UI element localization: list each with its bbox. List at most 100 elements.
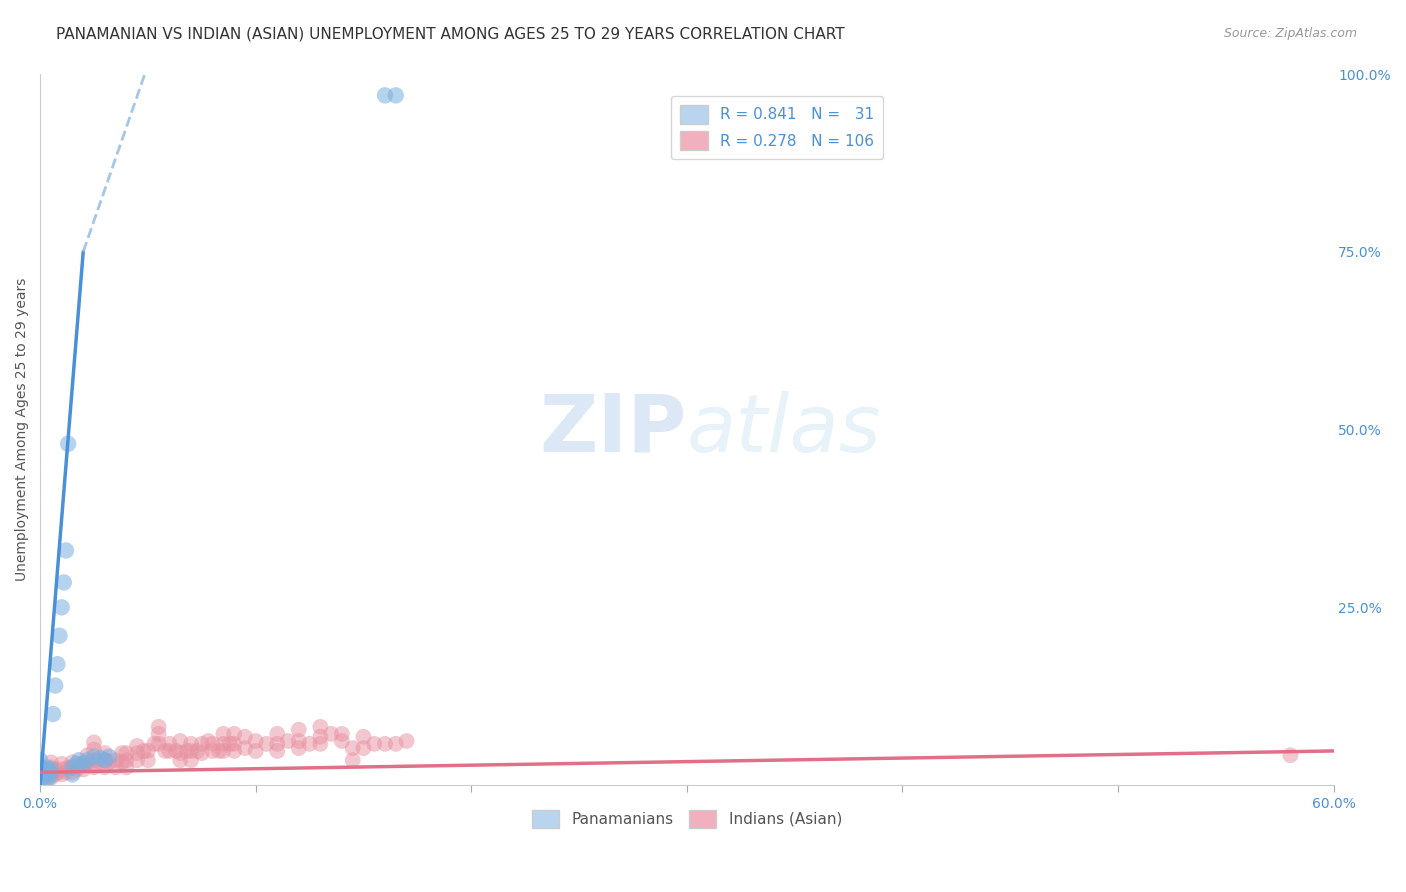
- Point: [136, 753, 159, 767]
- Point: [79, 758, 101, 772]
- Point: [30, 764, 52, 778]
- Point: [186, 744, 208, 758]
- Point: [94, 760, 117, 774]
- Point: [385, 737, 408, 751]
- Point: [395, 734, 418, 748]
- Point: [94, 753, 117, 767]
- Point: [159, 737, 181, 751]
- Point: [34, 770, 56, 784]
- Point: [39, 760, 62, 774]
- Point: [127, 746, 149, 760]
- Point: [143, 737, 166, 751]
- Point: [245, 734, 267, 748]
- Point: [288, 734, 311, 748]
- Point: [115, 753, 138, 767]
- Point: [39, 756, 62, 770]
- Point: [83, 742, 105, 756]
- Point: [34, 774, 56, 789]
- Point: [98, 749, 121, 764]
- Point: [104, 760, 127, 774]
- Point: [62, 760, 84, 774]
- Point: [56, 760, 79, 774]
- Point: [44, 763, 66, 777]
- Y-axis label: Unemployment Among Ages 25 to 29 years: Unemployment Among Ages 25 to 29 years: [15, 278, 30, 582]
- Point: [266, 744, 288, 758]
- Point: [197, 734, 219, 748]
- Point: [330, 727, 353, 741]
- Point: [55, 543, 77, 558]
- Point: [89, 751, 111, 765]
- Point: [83, 760, 105, 774]
- Text: atlas: atlas: [686, 391, 882, 468]
- Point: [127, 753, 149, 767]
- Point: [245, 744, 267, 758]
- Point: [52, 575, 75, 590]
- Point: [169, 753, 191, 767]
- Point: [208, 744, 231, 758]
- Point: [44, 679, 66, 693]
- Point: [277, 734, 299, 748]
- Point: [180, 744, 202, 758]
- Point: [132, 744, 155, 758]
- Point: [30, 760, 52, 774]
- Point: [298, 737, 321, 751]
- Point: [191, 746, 214, 760]
- Point: [62, 760, 84, 774]
- Point: [39, 765, 62, 780]
- Point: [266, 737, 288, 751]
- Point: [127, 739, 149, 753]
- Point: [342, 753, 364, 767]
- Point: [89, 756, 111, 770]
- Point: [72, 756, 94, 771]
- Point: [353, 730, 375, 744]
- Point: [153, 744, 176, 758]
- Point: [148, 727, 170, 741]
- Point: [374, 737, 396, 751]
- Point: [51, 767, 73, 781]
- Point: [76, 748, 98, 763]
- Point: [51, 600, 73, 615]
- Point: [385, 88, 408, 103]
- Point: [233, 730, 256, 744]
- Point: [201, 737, 224, 751]
- Point: [309, 730, 332, 744]
- Point: [115, 746, 138, 760]
- Point: [224, 744, 246, 758]
- Point: [309, 737, 332, 751]
- Point: [180, 737, 202, 751]
- Point: [67, 758, 90, 772]
- Point: [94, 753, 117, 767]
- Point: [30, 765, 52, 780]
- Point: [224, 737, 246, 751]
- Legend: Panamanians, Indians (Asian): Panamanians, Indians (Asian): [526, 804, 848, 834]
- Point: [363, 737, 385, 751]
- Point: [111, 756, 134, 770]
- Point: [56, 437, 79, 451]
- Point: [98, 756, 121, 770]
- Point: [330, 734, 353, 748]
- Text: ZIP: ZIP: [540, 391, 686, 468]
- Point: [55, 765, 77, 780]
- Point: [83, 753, 105, 767]
- Point: [321, 727, 343, 741]
- Point: [136, 744, 159, 758]
- Point: [104, 753, 127, 767]
- Point: [35, 763, 58, 777]
- Point: [42, 706, 65, 721]
- Point: [191, 737, 214, 751]
- Point: [374, 88, 396, 103]
- Point: [39, 763, 62, 777]
- Point: [176, 744, 198, 758]
- Point: [35, 767, 58, 781]
- Point: [35, 760, 58, 774]
- Point: [48, 629, 70, 643]
- Point: [62, 767, 84, 781]
- Point: [83, 735, 105, 749]
- Point: [288, 723, 311, 737]
- Point: [34, 764, 56, 778]
- Point: [67, 753, 90, 767]
- Point: [34, 770, 56, 784]
- Point: [159, 744, 181, 758]
- Point: [72, 763, 94, 777]
- Point: [309, 720, 332, 734]
